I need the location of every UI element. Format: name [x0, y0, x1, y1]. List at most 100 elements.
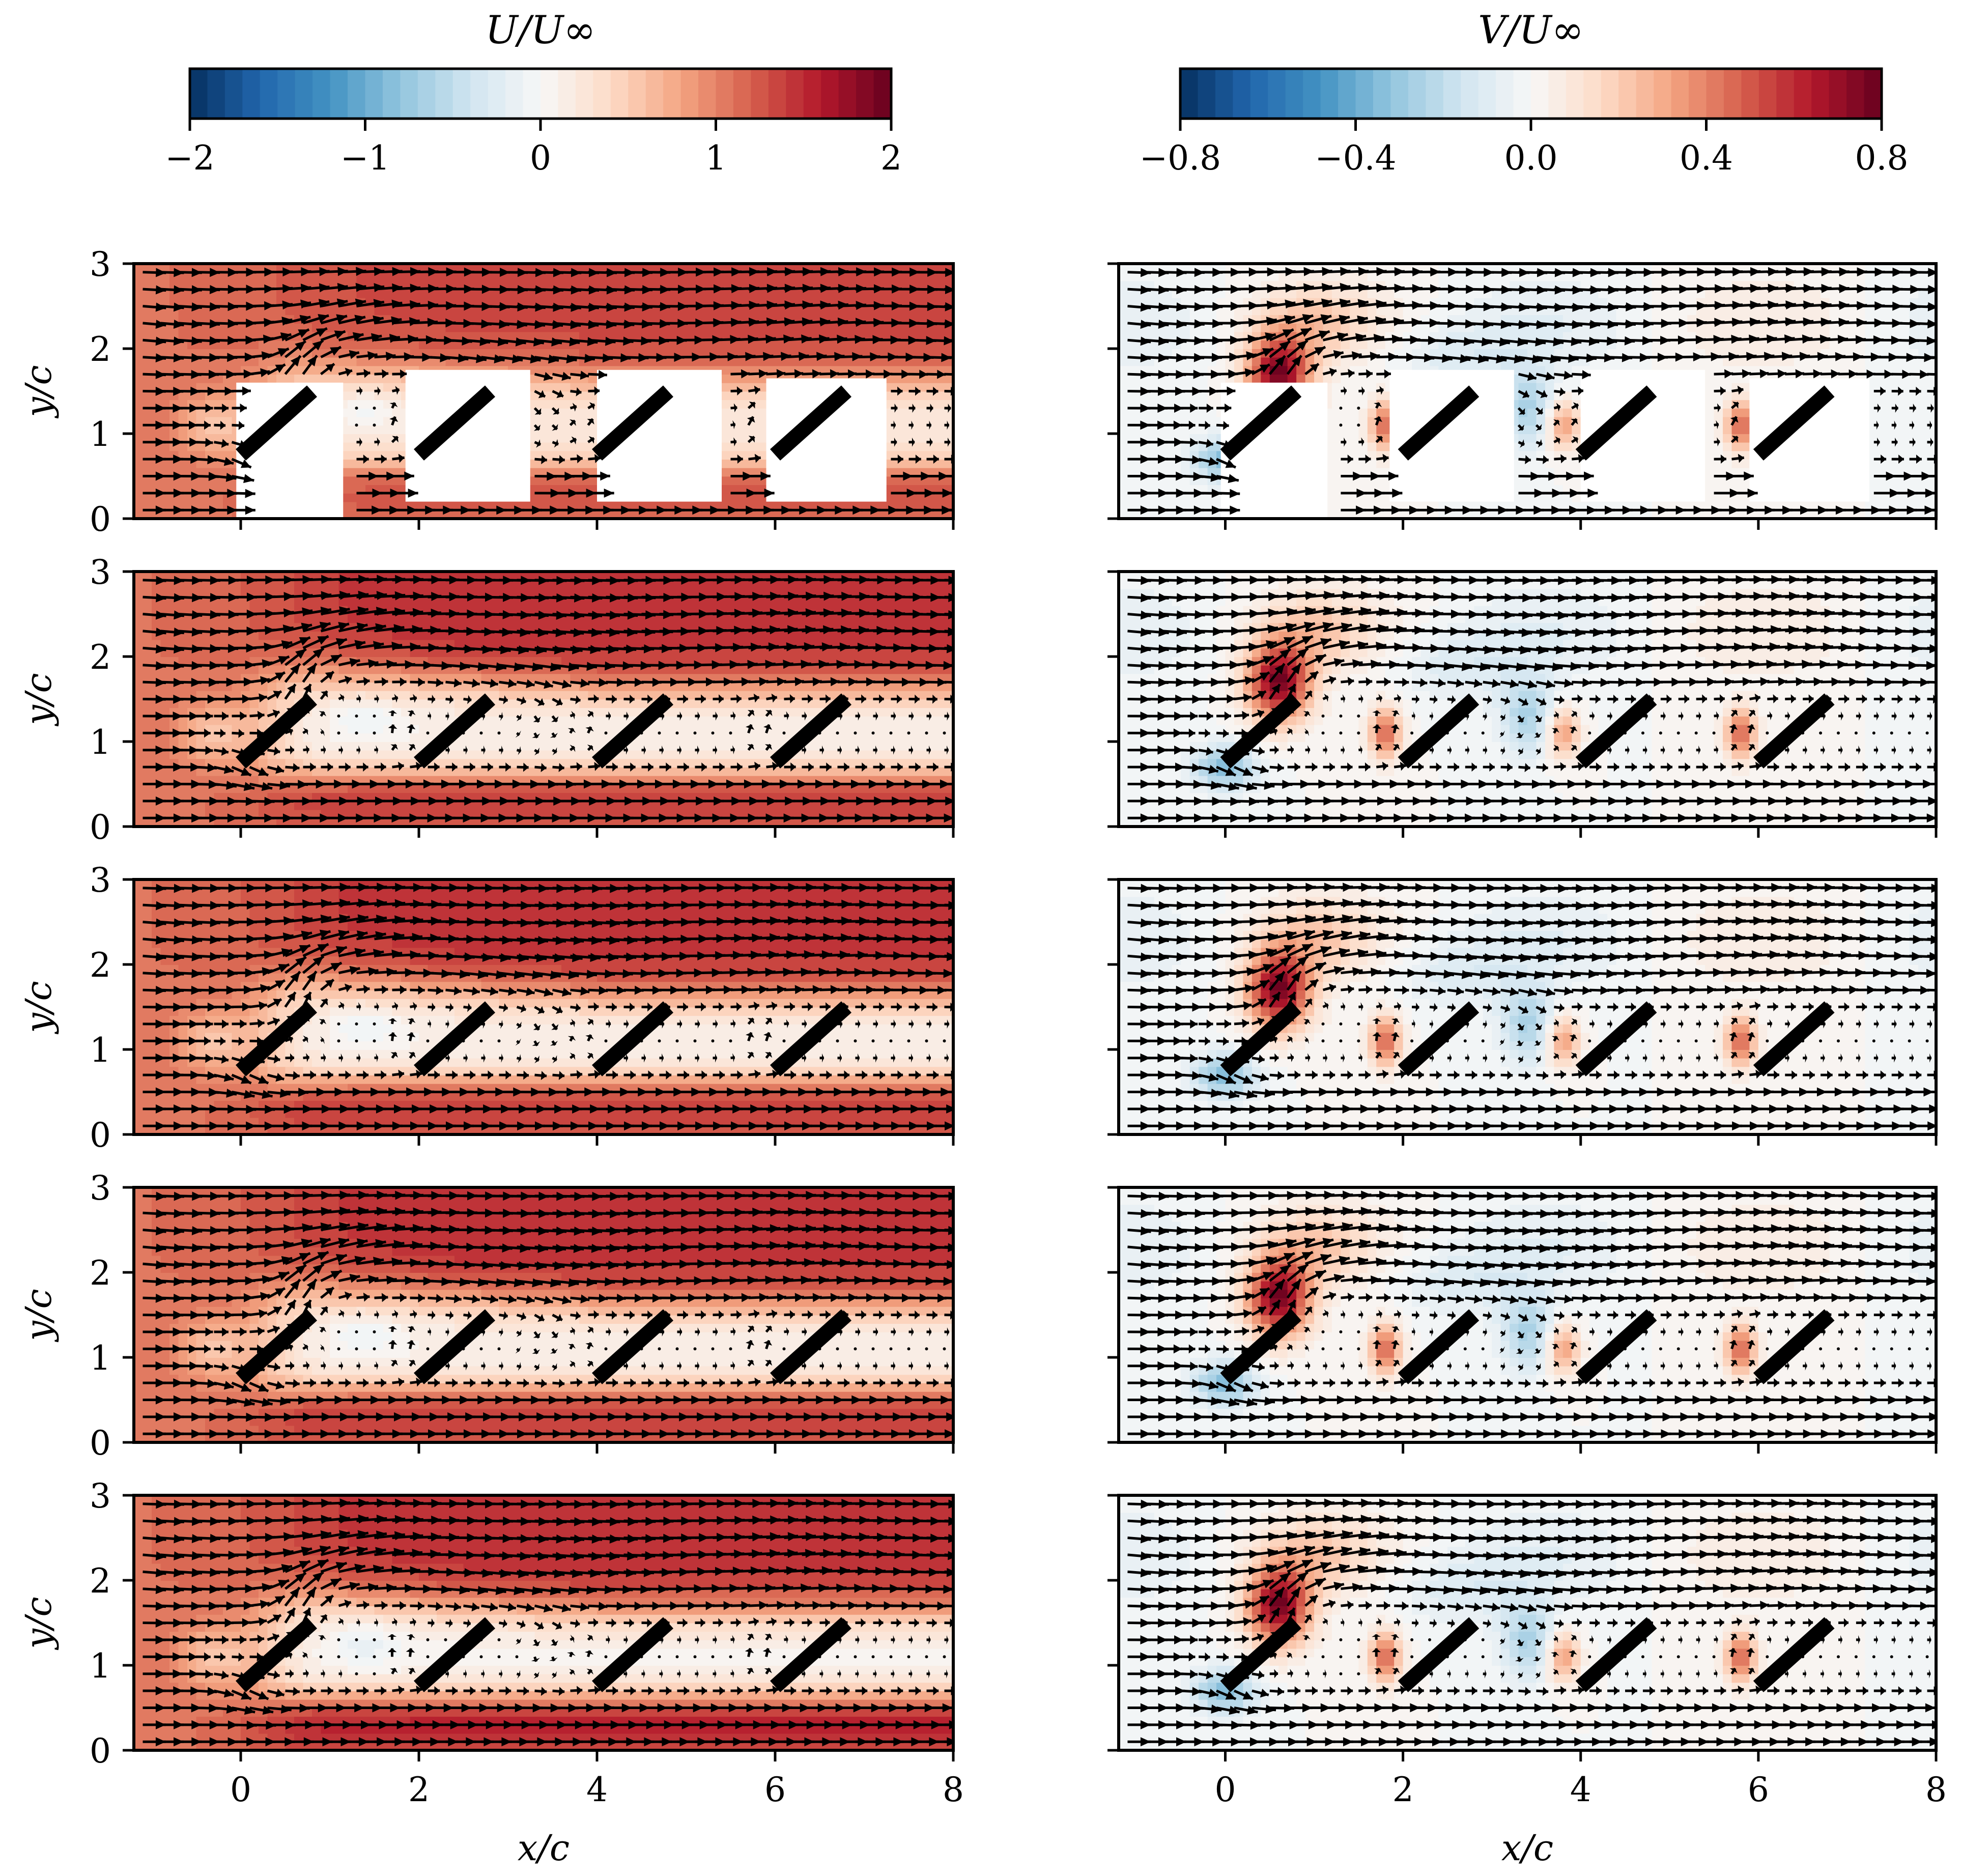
plate-3: [591, 693, 674, 769]
colorbar-level: [1583, 69, 1602, 119]
plate-4: [770, 385, 852, 461]
y-tick-label: 3: [90, 861, 111, 900]
plate-1: [1220, 1617, 1302, 1692]
plate-3: [1575, 1001, 1657, 1076]
y-axis-label: y/c: [18, 365, 60, 418]
y-axis-label: y/c: [18, 1289, 60, 1342]
y-axis-label: y/c: [18, 673, 60, 726]
plate-2: [413, 1309, 496, 1384]
colorbar-level: [1548, 69, 1567, 119]
x-tick-label: 0: [1214, 1770, 1236, 1809]
plate-3: [591, 1309, 674, 1384]
colorbar-level: [330, 69, 348, 119]
colorbar-level: [698, 69, 717, 119]
x-tick-label: 2: [408, 1770, 430, 1809]
colorbar-level: [1758, 69, 1777, 119]
axes-frame: [1117, 570, 1938, 828]
colorbar-level: [277, 69, 296, 119]
colorbar-level: [821, 69, 839, 119]
plate-1: [1220, 1001, 1302, 1076]
colorbar-tick-label: 0.0: [1504, 138, 1558, 178]
plate-2: [413, 1617, 496, 1692]
colorbar-level: [452, 69, 471, 119]
quiver: [1127, 267, 1936, 515]
x-tick-label: 2: [1392, 1770, 1414, 1809]
axes-frame: [1117, 1494, 1938, 1752]
colorbar-level: [417, 69, 436, 119]
x-tick-label: 4: [1570, 1770, 1591, 1809]
colorbar-level: [1689, 69, 1707, 119]
colorbar-level: [242, 69, 261, 119]
x-axis-label: x/c: [518, 1827, 570, 1869]
colorbar-level: [610, 69, 629, 119]
colorbar-level: [1566, 69, 1584, 119]
colorbar-tick-label: 0.8: [1855, 138, 1909, 178]
colorbar-level: [1829, 69, 1847, 119]
colorbar-level: [786, 69, 804, 119]
axes-frame: [132, 262, 955, 520]
colorbar-level: [1723, 69, 1742, 119]
x-tick-label: 8: [943, 1770, 964, 1809]
colorbar-level: [1741, 69, 1759, 119]
plate-4: [770, 693, 852, 769]
y-tick-label: 1: [90, 1646, 111, 1686]
plate-2: [1398, 385, 1480, 461]
y-tick-label: 3: [90, 1476, 111, 1516]
colorbar-level: [1233, 69, 1251, 119]
quiver: [1127, 883, 1936, 1131]
colorbar-level: [207, 69, 225, 119]
plate-4: [1753, 1309, 1835, 1384]
colorbar-tick-label: 0: [530, 138, 551, 178]
colorbar-level: [680, 69, 699, 119]
plate-4: [1753, 693, 1835, 769]
colorbar-level: [1601, 69, 1619, 119]
colorbar-level: [1513, 69, 1531, 119]
plate-1: [1220, 693, 1302, 769]
plate-1: [235, 1001, 318, 1076]
colorbar-level: [1496, 69, 1514, 119]
plate-3: [1575, 1309, 1657, 1384]
colorbar-level: [1794, 69, 1812, 119]
plate-1: [235, 1309, 318, 1384]
plate-3: [591, 1617, 674, 1692]
x-tick-label: 0: [230, 1770, 251, 1809]
quiver: [1127, 1190, 1936, 1439]
plate-3: [1575, 385, 1657, 461]
colorbar-level: [1250, 69, 1269, 119]
y-tick-label: 1: [90, 1339, 111, 1378]
panel-row1-v: [1107, 262, 1938, 530]
plate-1: [235, 693, 318, 769]
plate-4: [1753, 1617, 1835, 1692]
colorbar-level: [400, 69, 418, 119]
colorbar-tick-label: −1: [340, 138, 390, 178]
plate-4: [770, 1309, 852, 1384]
y-tick-label: 2: [90, 638, 111, 677]
colorbar-level: [1636, 69, 1654, 119]
colorbar-level: [768, 69, 787, 119]
plate-3: [1575, 1617, 1657, 1692]
colorbar-tick-label: −0.4: [1315, 138, 1396, 178]
axes-frame: [1117, 1186, 1938, 1444]
panels: 0 1 2 3 y/c 0 1 2 3 y/c 0 1 2 3 y/c 0 1 2 3 y/c 0 1 2 3 y/c 0 2 4 6 8…: [18, 245, 1947, 1869]
panel-row2-v: [1107, 570, 1938, 838]
y-tick-label: 3: [90, 1169, 111, 1208]
colorbar-level: [1426, 69, 1444, 119]
colorbar-level: [1811, 69, 1830, 119]
panel-row5-v: 0 2 4 6 8 x/c: [1107, 1494, 1947, 1869]
x-tick-label: 4: [586, 1770, 608, 1809]
colorbar-level: [1320, 69, 1339, 119]
colorbar-title: U/U∞: [485, 7, 595, 52]
colorbar-level: [1408, 69, 1427, 119]
colorbar-level: [1531, 69, 1549, 119]
plate-1: [235, 385, 318, 461]
colorbar-level: [260, 69, 278, 119]
panel-row3-v: [1107, 878, 1938, 1146]
colorbar-level: [224, 69, 243, 119]
colorbar-level: [1180, 69, 1199, 119]
y-tick-label: 2: [90, 1561, 111, 1601]
colorbar-level: [295, 69, 313, 119]
colorbar-level: [645, 69, 664, 119]
colorbar-level: [1268, 69, 1286, 119]
y-tick-label: 3: [90, 553, 111, 592]
